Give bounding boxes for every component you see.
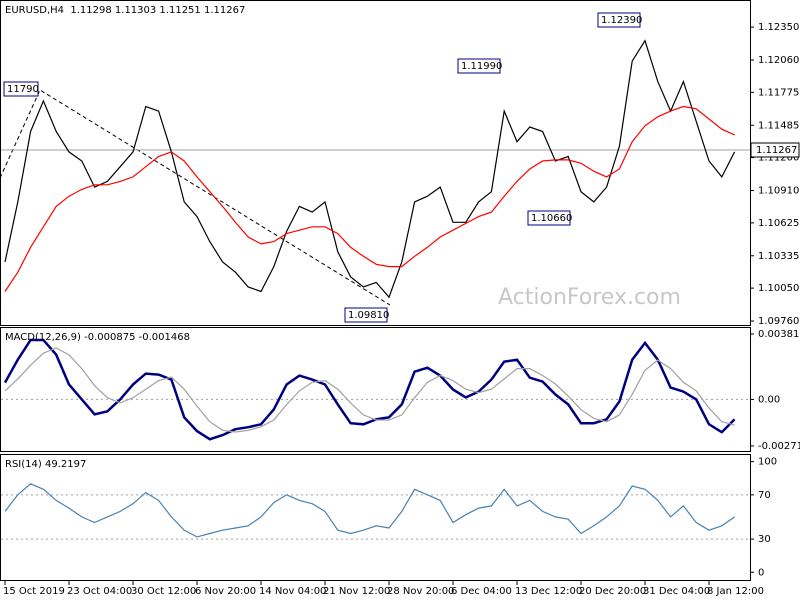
panel-title: EURUSD,H4 1.11298 1.11303 1.11251 1.1126… xyxy=(5,5,245,16)
rsi-panel xyxy=(0,454,751,581)
y-tick-label: 0.00 xyxy=(758,394,780,405)
x-tick-label: 6 Nov 20:00 xyxy=(195,586,256,597)
annotation-box xyxy=(3,81,39,97)
x-tick-label: 20 Dec 20:00 xyxy=(579,586,646,597)
y-tick-label: 1.11200 xyxy=(758,153,799,164)
annotation-box xyxy=(457,58,501,74)
watermark: ActionForex.com xyxy=(498,285,681,310)
series-line xyxy=(4,39,736,299)
series-line xyxy=(4,347,735,433)
panel-title: RSI(14) 49.2197 xyxy=(5,459,86,470)
annotation: 1.09810 xyxy=(348,310,389,321)
y-tick-label: 100 xyxy=(758,457,777,468)
y-tick-label: 1.12350 xyxy=(758,22,799,33)
series-line xyxy=(4,105,735,292)
series-line xyxy=(4,483,735,538)
x-tick-label: 23 Oct 04:00 xyxy=(67,586,132,597)
annotation-box xyxy=(597,12,641,28)
price-panel xyxy=(0,0,751,326)
macd-panel xyxy=(0,327,751,452)
annotation: 1.11990 xyxy=(461,61,502,72)
y-tick-label: 1.11775 xyxy=(758,87,799,98)
x-tick-label: 21 Nov 12:00 xyxy=(323,586,390,597)
annotation-box xyxy=(344,307,388,323)
y-tick-label: 1.09760 xyxy=(758,316,799,327)
annotation: 11790 xyxy=(7,84,39,95)
annotation-box xyxy=(527,210,571,226)
y-tick-label: 1.10335 xyxy=(758,251,799,262)
panel-title: MACD(12,26,9) -0.000875 -0.001468 xyxy=(5,332,190,343)
annotation: 1.10660 xyxy=(531,213,572,224)
y-tick-label: 1.10910 xyxy=(758,186,799,197)
y-tick-label: 1.12060 xyxy=(758,55,799,66)
y-tick-label: 70 xyxy=(758,490,771,501)
x-tick-label: 13 Dec 12:00 xyxy=(515,586,582,597)
series-line xyxy=(3,338,736,441)
y-tick-label: 0.003819 xyxy=(758,329,800,340)
x-tick-label: 8 Jan 12:00 xyxy=(707,586,764,597)
x-tick-label: 15 Oct 2019 xyxy=(3,586,65,597)
y-tick-label: -0.002713 xyxy=(758,441,800,452)
annotation: 1.12390 xyxy=(601,15,642,26)
y-tick-label: 0 xyxy=(758,567,764,578)
y-tick-label: 1.11485 xyxy=(758,120,799,131)
x-tick-label: 14 Nov 04:00 xyxy=(259,586,326,597)
x-tick-label: 30 Oct 12:00 xyxy=(131,586,196,597)
y-tick-label: 1.10625 xyxy=(758,218,799,229)
x-tick-label: 31 Dec 04:00 xyxy=(643,586,710,597)
current-price-label: 1.11267 xyxy=(756,145,797,156)
y-tick-label: 30 xyxy=(758,534,771,545)
x-tick-label: 6 Dec 04:00 xyxy=(451,586,512,597)
x-tick-label: 28 Nov 20:00 xyxy=(387,586,454,597)
current-price-box xyxy=(750,142,800,158)
y-tick-label: 1.10050 xyxy=(758,283,799,294)
